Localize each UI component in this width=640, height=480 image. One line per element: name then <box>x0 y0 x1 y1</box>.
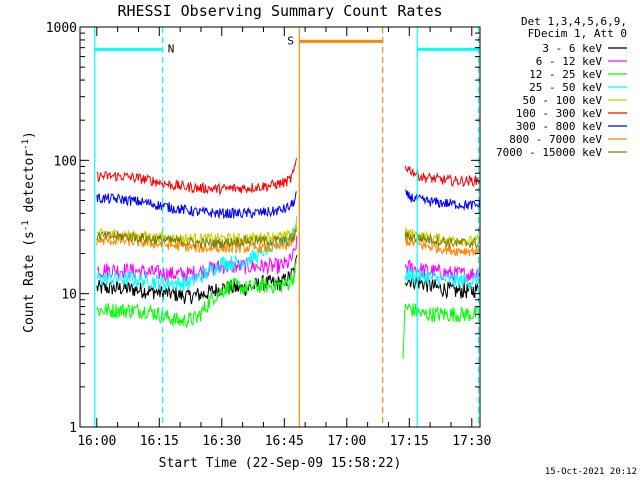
series-line-5-segment-1 <box>404 165 480 188</box>
series-line-8-segment-0 <box>96 228 298 250</box>
y-axis-label-sup1: -1 <box>21 220 31 231</box>
x-tick-label-0: 16:00 <box>77 434 116 449</box>
x-tick-label-1: 16:15 <box>140 434 179 449</box>
legend-entry-label-3: 25 - 50 keV <box>529 81 602 94</box>
legend-entry-label-4: 50 - 100 keV <box>523 94 603 107</box>
y-axis-label-suffix: ) <box>22 131 37 139</box>
x-tick-label-6: 17:30 <box>452 434 491 449</box>
axes: 1 10 100 1000 16:00 16:15 16:30 16:45 17:00 17:15… <box>46 21 492 449</box>
flag-label-0: N <box>168 42 175 55</box>
series-line-2-segment-0 <box>96 260 298 328</box>
plot-frame <box>79 26 481 428</box>
legend-entry-label-0: 3 - 6 keV <box>542 42 602 55</box>
series-line-3-segment-0 <box>96 215 298 292</box>
legend-header-line-1: FDecim 1, Att 0 <box>528 27 627 40</box>
y-tick-label-1: 10 <box>61 288 77 303</box>
x-axis-label: Start Time (22-Sep-09 15:58:22) <box>159 456 402 471</box>
chart-title: RHESSI Observing Summary Count Rates <box>117 2 442 20</box>
legend-header-line-0: Det 1,3,4,5,6,9, <box>521 15 627 28</box>
y-tick-label-0: 1 <box>69 421 77 436</box>
y-axis-label-mid: detector <box>22 150 37 221</box>
legend-entry-label-6: 300 - 800 keV <box>516 120 602 133</box>
legend-entry-label-1: 6 - 12 keV <box>536 55 603 68</box>
x-tick-label-3: 16:45 <box>265 434 304 449</box>
series-line-7-segment-0 <box>96 226 298 255</box>
series-line-6-segment-1 <box>405 189 480 211</box>
series-line-5-segment-0 <box>96 157 298 196</box>
y-axis-label-sup2: -1 <box>21 139 31 150</box>
y-tick-label-3: 1000 <box>46 21 77 36</box>
y-tick-label-2: 100 <box>54 154 77 169</box>
series-line-4-segment-1 <box>404 227 480 247</box>
footer-timestamp: 15-Oct-2021 20:12 <box>545 467 637 477</box>
x-tick-label-2: 16:30 <box>202 434 241 449</box>
series-line-1-segment-0 <box>96 235 298 283</box>
plot-area: NS <box>94 27 480 427</box>
legend: Det 1,3,4,5,6,9,FDecim 1, Att 0 3 - 6 keV… <box>496 15 627 159</box>
series-line-2-segment-1 <box>402 302 480 359</box>
flag-label-1: S <box>287 34 294 47</box>
legend-entry-label-5: 100 - 300 keV <box>516 107 602 120</box>
y-axis-label: Count Rate (s-1 detector-1) <box>21 131 37 333</box>
series-line-6-segment-0 <box>96 191 297 220</box>
legend-entry-label-7: 800 - 7000 keV <box>509 133 602 146</box>
y-axis-label-prefix: Count Rate (s <box>22 231 37 333</box>
x-tick-label-4: 17:00 <box>327 434 366 449</box>
x-tick-label-5: 17:15 <box>390 434 429 449</box>
legend-entry-label-8: 7000 - 15000 keV <box>496 146 602 159</box>
legend-entry-label-2: 12 - 25 keV <box>529 68 602 81</box>
